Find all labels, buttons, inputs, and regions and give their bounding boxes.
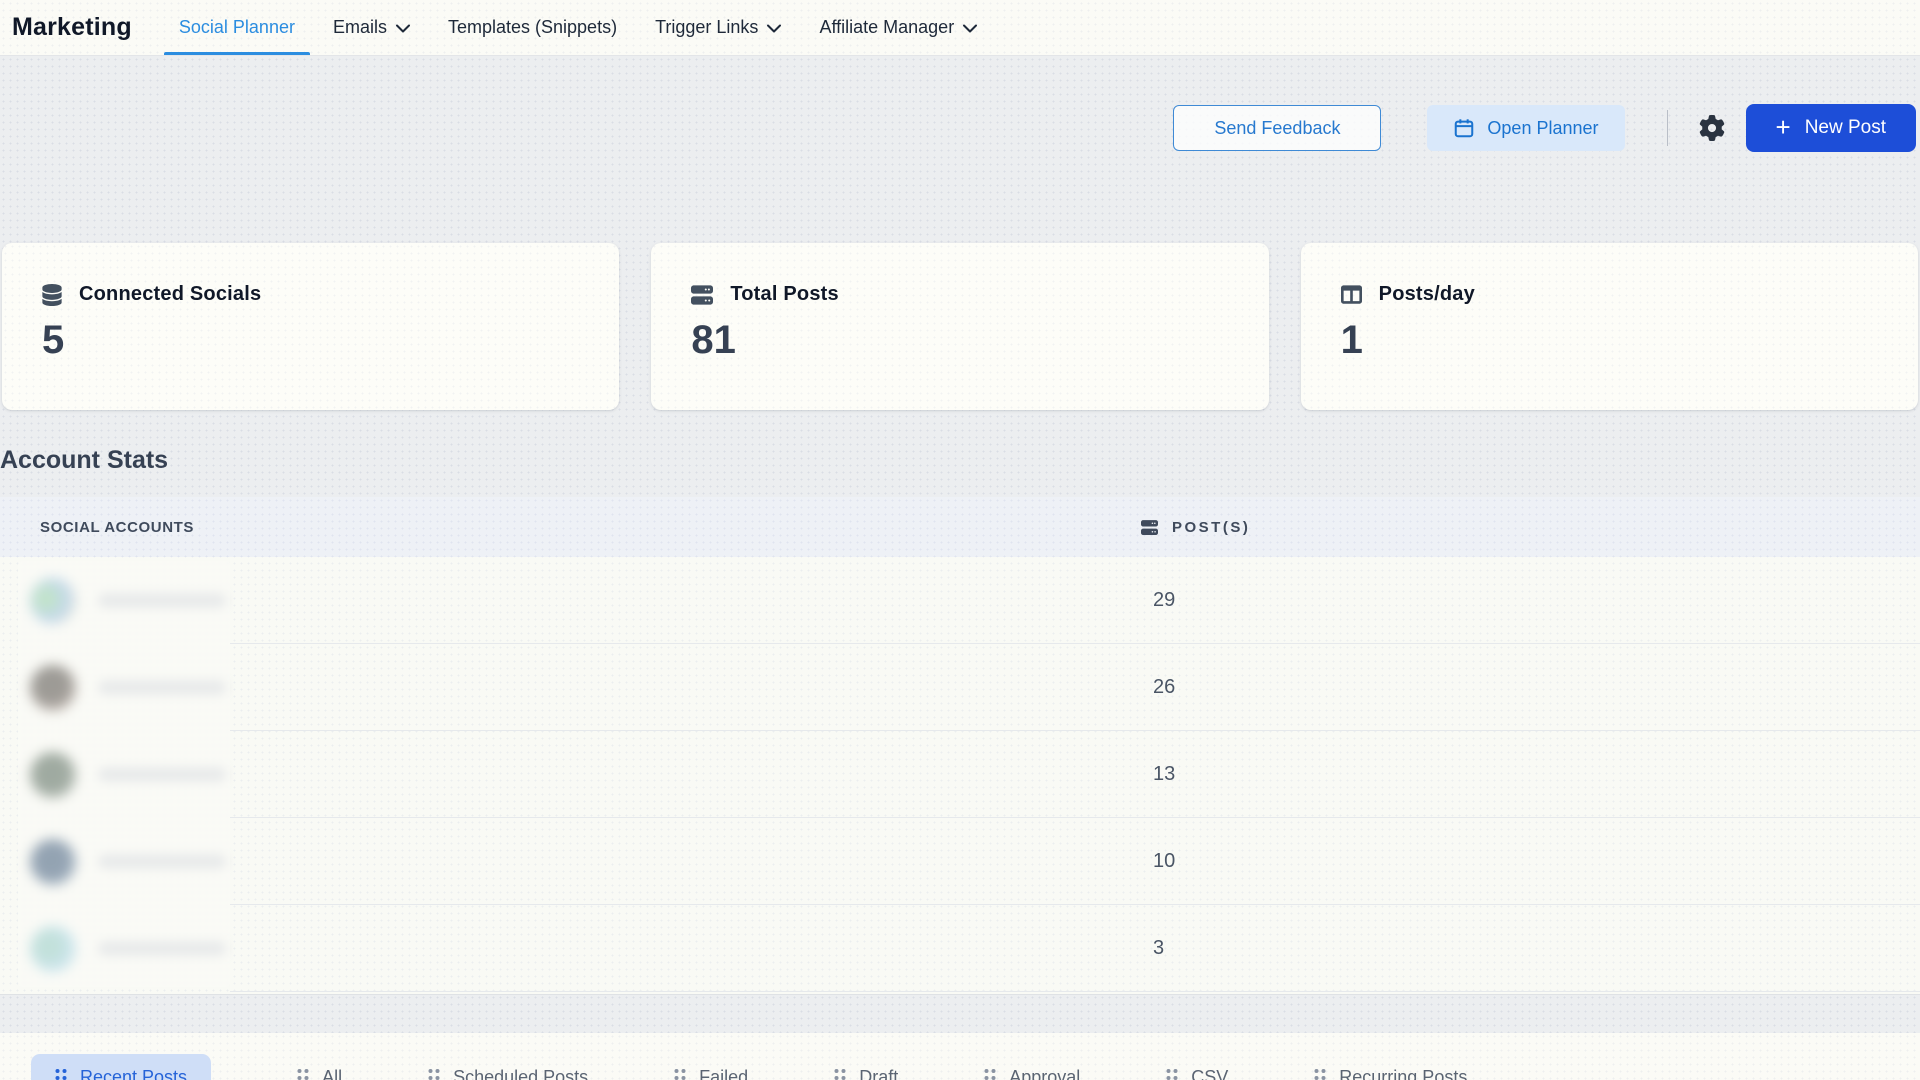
nav-tabs: Social Planner Emails Templates (Snippet… xyxy=(163,0,992,55)
avatar xyxy=(30,925,76,972)
tab-label: All xyxy=(322,1067,343,1080)
tab-label: CSV xyxy=(1191,1067,1229,1080)
column-header-social-accounts: SOCIAL ACCOUNTS xyxy=(40,518,195,536)
chevron-down-icon xyxy=(963,24,978,33)
tab-draft[interactable]: Draft xyxy=(834,1054,898,1080)
tab-label: Draft xyxy=(859,1067,899,1080)
card-posts-per-day: Posts/day 1 xyxy=(1300,243,1918,410)
tab-label: Emails xyxy=(332,17,387,37)
avatar xyxy=(30,577,76,624)
tab-emails[interactable]: Emails xyxy=(318,0,425,55)
posts-list-panel: Recent Posts All Scheduled Posts Failed … xyxy=(0,1033,1920,1080)
server-icon xyxy=(1141,519,1158,535)
gear-icon xyxy=(1699,115,1724,141)
tab-label: Recent Posts xyxy=(80,1067,188,1080)
top-navigation: Marketing Social Planner Emails Template… xyxy=(0,0,1920,56)
table-row[interactable]: 10 xyxy=(0,818,1920,905)
page-title: Marketing xyxy=(12,13,132,41)
post-count: 29 xyxy=(1153,589,1176,611)
plus-icon: + xyxy=(1775,112,1791,142)
tab-recurring-posts[interactable]: Recurring Posts xyxy=(1314,1054,1467,1080)
card-connected-socials: Connected Socials 5 xyxy=(2,243,620,410)
card-label: Posts/day xyxy=(1378,283,1475,305)
card-value: 5 xyxy=(42,318,65,362)
tab-label: Scheduled Posts xyxy=(453,1067,589,1080)
card-value: 1 xyxy=(1340,318,1363,362)
post-count: 10 xyxy=(1153,850,1176,872)
grip-dots-icon xyxy=(55,1068,67,1080)
tab-all[interactable]: All xyxy=(297,1054,342,1080)
send-feedback-button[interactable]: Send Feedback xyxy=(1173,105,1382,151)
table-header-row: SOCIAL ACCOUNTS POST(S) xyxy=(0,497,1920,557)
grip-dots-icon xyxy=(297,1068,309,1080)
avatar xyxy=(30,751,76,798)
database-icon xyxy=(42,283,62,306)
account-stats-table: SOCIAL ACCOUNTS POST(S) 29 26 13 10 3 xyxy=(0,497,1920,995)
grip-dots-icon xyxy=(1314,1068,1326,1080)
avatar xyxy=(30,838,76,885)
tab-templates-snippets[interactable]: Templates (Snippets) xyxy=(433,0,632,55)
tab-label: Templates (Snippets) xyxy=(447,17,618,37)
account-stats-heading: Account Stats xyxy=(0,446,169,474)
tab-recent-posts[interactable]: Recent Posts xyxy=(31,1054,212,1080)
grip-dots-icon xyxy=(834,1068,846,1080)
tab-affiliate-manager[interactable]: Affiliate Manager xyxy=(804,0,992,55)
blurred-account-name xyxy=(98,941,226,956)
table-row[interactable]: 29 xyxy=(0,557,1920,644)
calendar-icon xyxy=(1455,119,1474,138)
tab-csv[interactable]: CSV xyxy=(1166,1054,1228,1080)
tab-label: Affiliate Manager xyxy=(819,17,955,37)
tab-failed[interactable]: Failed xyxy=(674,1054,748,1080)
grip-dots-icon xyxy=(674,1068,686,1080)
tab-label: Failed xyxy=(699,1067,749,1080)
tab-label: Approval xyxy=(1009,1067,1081,1080)
blurred-account-name xyxy=(98,593,226,608)
grip-dots-icon xyxy=(428,1068,440,1080)
settings-gear-button[interactable] xyxy=(1692,108,1732,148)
tab-scheduled-posts[interactable]: Scheduled Posts xyxy=(428,1054,588,1080)
server-icon xyxy=(691,284,714,305)
chevron-down-icon xyxy=(395,24,410,33)
chevron-down-icon xyxy=(767,24,782,33)
table-row[interactable]: 26 xyxy=(0,644,1920,731)
table-row[interactable]: 3 xyxy=(0,905,1920,992)
stat-cards-row: Connected Socials 5 Total Posts 81 Posts… xyxy=(0,243,1920,410)
toolbar-divider xyxy=(1666,110,1668,146)
open-planner-label: Open Planner xyxy=(1487,117,1599,138)
card-total-posts: Total Posts 81 xyxy=(651,243,1269,410)
post-count: 3 xyxy=(1153,937,1165,959)
card-value: 81 xyxy=(691,318,736,362)
toolbar: Send Feedback Open Planner + New Post xyxy=(0,83,1920,173)
post-count: 13 xyxy=(1153,763,1176,785)
new-post-button[interactable]: + New Post xyxy=(1745,104,1916,152)
posts-filter-tabs: Recent Posts All Scheduled Posts Failed … xyxy=(31,1054,1467,1080)
table-row[interactable]: 13 xyxy=(0,731,1920,818)
table-columns-icon xyxy=(1340,285,1362,304)
blurred-account-name xyxy=(98,680,226,695)
blurred-account-name xyxy=(98,767,226,782)
card-label: Connected Socials xyxy=(79,283,262,305)
grip-dots-icon xyxy=(984,1068,996,1080)
tab-approval[interactable]: Approval xyxy=(984,1054,1080,1080)
tab-label: Trigger Links xyxy=(655,17,759,37)
tab-trigger-links[interactable]: Trigger Links xyxy=(640,0,796,55)
open-planner-button[interactable]: Open Planner xyxy=(1427,105,1625,151)
post-count: 26 xyxy=(1153,676,1176,698)
tab-social-planner[interactable]: Social Planner xyxy=(163,0,311,55)
new-post-label: New Post xyxy=(1804,117,1886,138)
grip-dots-icon xyxy=(1166,1068,1178,1080)
blurred-account-name xyxy=(98,854,226,869)
avatar xyxy=(30,664,76,711)
tab-label: Social Planner xyxy=(178,17,295,37)
card-label: Total Posts xyxy=(730,283,839,305)
tab-label: Recurring Posts xyxy=(1339,1067,1468,1080)
column-header-posts: POST(S) xyxy=(1141,519,1250,536)
